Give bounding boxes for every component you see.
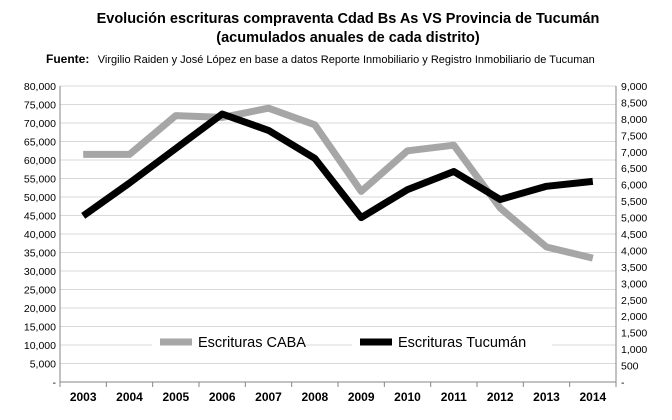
chart-title: Evolución escrituras compraventa Cdad Bs… xyxy=(97,11,600,27)
y-left-tick-label: 55,000 xyxy=(24,174,56,186)
y-left-tick-label: 80,000 xyxy=(24,81,56,93)
y-left-tick-label: 70,000 xyxy=(24,118,56,130)
y-left-tick-label: 45,000 xyxy=(24,211,56,223)
x-tick-label: 2003 xyxy=(70,390,97,404)
x-tick-label: 2011 xyxy=(441,390,467,404)
y-left-tick-label: 20,000 xyxy=(24,303,56,315)
y-right-tick-label: 8,000 xyxy=(621,114,647,126)
x-tick-label: 2009 xyxy=(348,390,375,404)
legend-label-escrituras-caba: Escrituras CABA xyxy=(198,335,306,351)
legend-bg xyxy=(352,330,552,352)
chart-subtitle: (acumulados anuales de cada distrito) xyxy=(216,30,480,46)
x-tick-label: 2006 xyxy=(209,390,236,404)
source-text: Virgilio Raiden y José López en base a d… xyxy=(98,54,595,66)
y-left-tick-label: 75,000 xyxy=(24,100,56,112)
y-right-tick-label: 4,500 xyxy=(621,229,647,241)
legend-label-escrituras-tucuman: Escrituras Tucumán xyxy=(398,335,526,351)
y-right-tick-label: 7,000 xyxy=(621,147,647,159)
y-left-tick-label: 65,000 xyxy=(24,137,56,149)
y-right-tick-label: 3,500 xyxy=(621,262,647,274)
y-right-tick-label: 2,000 xyxy=(621,311,647,323)
y-left-tick-label: 40,000 xyxy=(24,229,56,241)
x-tick-label: 2013 xyxy=(533,390,560,404)
y-left-tick-label: 10,000 xyxy=(24,340,56,352)
y-right-tick-label: - xyxy=(621,377,625,389)
plot-area: - 5,000 10,000 15,000 20,000 25,000 30,000 35,0… xyxy=(24,81,648,404)
y-right-tick-label: 3,000 xyxy=(621,278,647,290)
y-right-tick-label: 1,000 xyxy=(621,344,647,356)
x-tick-label: 2004 xyxy=(116,390,143,404)
y-right-tick-label: 6,000 xyxy=(621,180,647,192)
y-right-tick-label: 2,500 xyxy=(621,295,647,307)
x-tick-label: 2010 xyxy=(394,390,421,404)
y-right-tick-label: 5,500 xyxy=(621,196,647,208)
y-left-tick-label: 25,000 xyxy=(24,285,56,297)
y-right-tick-label: 4,000 xyxy=(621,245,647,257)
source-label: Fuente: xyxy=(46,52,89,66)
y-left-tick-label: 15,000 xyxy=(24,322,56,334)
series-line-escrituras-caba xyxy=(83,104,594,262)
y-right-tick-label: 9,000 xyxy=(621,81,647,93)
x-tick-label: 2012 xyxy=(487,390,514,404)
y-right-tick-label: 500 xyxy=(621,361,639,373)
x-tick-label: 2005 xyxy=(162,390,189,404)
legend-bg xyxy=(152,330,304,352)
x-tick-label: 2007 xyxy=(255,390,282,404)
y-left-tick-label: - xyxy=(53,377,57,389)
y-right-tick-label: 8,500 xyxy=(621,97,647,109)
y-left-tick-label: 35,000 xyxy=(24,248,56,260)
y-right-tick-label: 5,000 xyxy=(621,213,647,225)
y-left-tick-label: 5,000 xyxy=(30,359,56,371)
y-left-tick-label: 50,000 xyxy=(24,192,56,204)
x-tick-label: 2014 xyxy=(579,390,606,404)
source-line: Fuente: Virgilio Raiden y José López en … xyxy=(46,50,595,67)
y-left-tick-label: 60,000 xyxy=(24,155,56,167)
y-right-tick-label: 1,500 xyxy=(621,328,647,340)
y-right-tick-label: 7,500 xyxy=(621,130,647,142)
y-left-tick-label: 30,000 xyxy=(24,266,56,278)
y-right-tick-label: 6,500 xyxy=(621,163,647,175)
x-tick-label: 2008 xyxy=(301,390,328,404)
series-line-escrituras-tucuman xyxy=(81,110,594,222)
